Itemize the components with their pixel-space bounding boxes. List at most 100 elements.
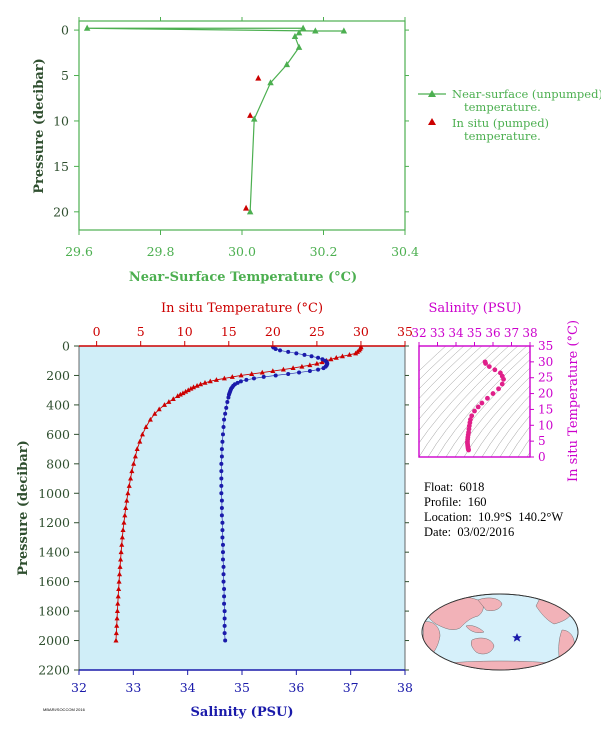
density-contour (463, 376, 530, 457)
temperature-point (161, 402, 167, 407)
density-contours (419, 346, 530, 457)
temperature-point (198, 381, 204, 387)
density-contour (419, 346, 519, 457)
density-contour (419, 346, 483, 409)
ts-x-tick-label: 35 (467, 326, 482, 340)
temperature-point (180, 390, 186, 396)
temperature-point (188, 385, 194, 391)
salinity-point (316, 367, 321, 372)
sal-tick-label: 35 (234, 680, 250, 695)
salinity-point (273, 373, 278, 378)
near-surface-legend: Near-surface (unpumped) temperature. In … (418, 87, 601, 143)
date-value: 03/02/2016 (457, 525, 515, 539)
ts-y-tick-label: 15 (538, 402, 553, 416)
legend-triangle-red (428, 118, 436, 125)
density-contour (419, 346, 474, 399)
salinity-point (219, 513, 224, 518)
sal-tick-label: 33 (125, 680, 141, 695)
temperature-point (114, 608, 120, 614)
density-contour (517, 438, 530, 457)
legend-triangle-green (428, 90, 436, 97)
temperature-point (132, 453, 138, 459)
pressure-tick-label: 1600 (38, 574, 70, 589)
salinity-point (220, 535, 225, 540)
salinity-point (321, 366, 326, 371)
temperature-point (170, 396, 176, 401)
salinity-point (219, 498, 224, 503)
pressure-tick-label: 1000 (38, 486, 70, 501)
temperature-point (185, 387, 191, 393)
temperature-point (117, 571, 123, 577)
temperature-point (122, 512, 128, 518)
salinity-point (244, 377, 249, 382)
date-row: Date: 03/02/2016 (424, 525, 563, 540)
salinity-point (224, 405, 229, 410)
ts-point (479, 400, 485, 406)
temperature-point (126, 483, 132, 488)
float-info: Float: 6018 Profile: 160 Location: 10.9°… (424, 480, 563, 540)
ts-y-tick-label: 10 (538, 418, 553, 432)
salinity-point (220, 439, 225, 444)
temperature-point (175, 393, 181, 399)
salinity-point (219, 506, 224, 510)
unpumped-point (295, 43, 303, 50)
y-tick-label: 10 (53, 113, 69, 128)
ts-x-tick-label: 33 (430, 326, 445, 340)
temperature-point (280, 366, 286, 372)
temperature-point (270, 368, 276, 373)
pressure-tick-label: 200 (46, 368, 70, 383)
near-surface-y-label: Pressure (decibar) (32, 58, 47, 194)
unpumped-point (340, 27, 348, 34)
ts-title: Salinity (PSU) (429, 301, 522, 316)
float-location-marker (512, 633, 522, 642)
unpumped-point (312, 27, 319, 34)
temperature-point (113, 637, 119, 643)
ts-x-tick-label: 36 (485, 326, 500, 340)
salinity-point (222, 631, 227, 636)
salinity-point (222, 609, 227, 614)
salinity-point (222, 616, 227, 621)
salinity-point (307, 369, 312, 374)
temperature-point (123, 505, 129, 510)
density-contour (454, 367, 530, 457)
salinity-point (294, 351, 299, 356)
temperature-point (183, 388, 189, 394)
pressure-axis-label: Pressure (decibar) (16, 440, 31, 576)
temperature-axis-label: In situ Temperature (°C) (161, 301, 323, 316)
y-tick-label: 0 (61, 23, 69, 38)
map-outline (421, 593, 579, 671)
salinity-point (221, 572, 226, 577)
salinity-point (316, 355, 321, 360)
ts-y-tick-label: 5 (538, 434, 546, 448)
temperature-point (202, 380, 208, 385)
salinity-axis-label: Salinity (PSU) (191, 705, 294, 720)
pressure-tick-label: 400 (46, 397, 70, 412)
pumped-point (247, 112, 254, 118)
temperature-point (213, 377, 219, 382)
ts-y-tick-label: 25 (538, 371, 553, 385)
ts-point (475, 404, 481, 410)
salinity-point (220, 542, 225, 547)
temperature-point (221, 375, 227, 381)
temperature-point (194, 382, 200, 388)
density-contour (490, 404, 530, 457)
near-surface-x-label: Near-Surface Temperature (°C) (129, 270, 357, 285)
ts-marks (465, 359, 506, 453)
temperature-point (259, 369, 265, 375)
pumped-point (243, 204, 250, 211)
salinity-point (220, 557, 225, 562)
near-surface-x-ticks: 29.6 29.8 30.0 30.2 30.4 (65, 17, 419, 259)
y-tick-label: 20 (53, 204, 69, 219)
density-contour (419, 346, 456, 381)
ts-point (466, 447, 471, 453)
ts-point (485, 395, 490, 401)
legend-entry-pumped-line1: In situ (pumped) (452, 116, 549, 130)
pressure-tick-label: 1800 (38, 604, 70, 619)
x-tick-label: 29.8 (147, 244, 175, 259)
salinity-point (222, 417, 227, 422)
temperature-point (119, 542, 125, 547)
salinity-point (223, 638, 228, 643)
location-label: Location: (424, 510, 472, 524)
